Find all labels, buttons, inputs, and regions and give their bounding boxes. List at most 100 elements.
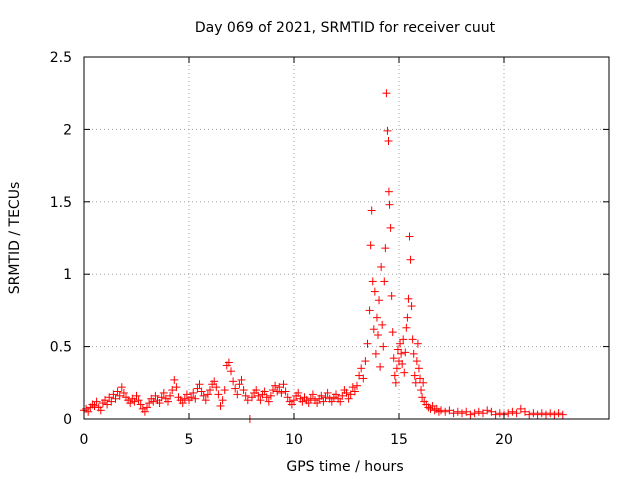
data-point [243, 396, 252, 405]
data-point [390, 371, 399, 380]
data-point [203, 390, 212, 399]
data-point [252, 386, 261, 395]
data-point [143, 403, 151, 412]
y-tick-label: 2 [63, 122, 72, 138]
data-point [187, 393, 196, 402]
data-point [384, 187, 393, 196]
data-point [391, 378, 400, 387]
data-point [474, 407, 483, 416]
y-tick-label: 1 [63, 267, 72, 283]
data-point [512, 409, 521, 418]
data-point [393, 345, 402, 354]
data-point [376, 362, 385, 371]
data-point [537, 409, 546, 418]
data-point [504, 409, 513, 418]
data-point [237, 375, 246, 384]
data-point [235, 380, 244, 389]
data-point [414, 364, 423, 373]
data-point [424, 403, 433, 412]
data-point [224, 358, 233, 367]
data-point [449, 409, 458, 418]
data-point [304, 399, 313, 408]
data-point [191, 394, 200, 403]
data-point [344, 394, 353, 403]
plot-frame [83, 56, 610, 420]
x-axis-label: GPS time / hours [286, 459, 403, 475]
data-point [379, 342, 388, 351]
data-point [180, 394, 189, 403]
data-point [370, 287, 379, 296]
data-point [407, 302, 416, 311]
x-tick-label: 10 [285, 432, 303, 448]
data-point [264, 397, 273, 406]
data-point [151, 391, 160, 400]
data-point [239, 386, 248, 395]
data-point [483, 406, 492, 415]
data-point [214, 390, 223, 399]
data-point [281, 387, 290, 396]
data-point [101, 396, 109, 405]
data-point [273, 387, 282, 396]
data-point [416, 374, 424, 383]
data-point [218, 396, 227, 405]
data-point [159, 388, 168, 397]
data-point [283, 393, 292, 402]
data-point [256, 396, 265, 405]
data-point [380, 277, 389, 286]
data-point [388, 328, 397, 337]
data-point [368, 277, 377, 286]
data-point [403, 313, 412, 322]
data-point [387, 291, 396, 300]
data-point [419, 378, 428, 387]
data-point [107, 397, 116, 406]
data-point [269, 386, 277, 395]
data-point [495, 409, 504, 418]
data-point [290, 396, 298, 405]
data-point [374, 331, 382, 340]
data-point [401, 348, 410, 357]
data-point [157, 393, 166, 402]
data-point [140, 407, 149, 416]
data-point [365, 306, 374, 315]
data-point [90, 401, 99, 410]
data-point [109, 390, 118, 399]
data-point [542, 410, 550, 419]
data-point [182, 390, 191, 399]
data-point [298, 397, 307, 406]
data-point [126, 399, 135, 408]
data-point [411, 378, 420, 387]
y-tick-label: 0.5 [50, 340, 72, 356]
data-point [271, 381, 280, 390]
data-point [170, 375, 179, 384]
data-point [327, 397, 336, 406]
data-point [197, 387, 206, 396]
data-point [233, 390, 242, 399]
data-point [216, 401, 225, 410]
data-point [336, 397, 345, 406]
data-point [413, 339, 422, 348]
data-point [105, 393, 114, 402]
data-point [378, 320, 387, 329]
data-point [405, 232, 414, 241]
data-point [491, 410, 500, 419]
data-point [355, 371, 364, 380]
data-point [521, 407, 529, 416]
data-point [193, 384, 202, 393]
y-axis-label: SRMTID / TECUs [7, 182, 23, 295]
data-point [412, 357, 421, 366]
data-point [377, 262, 386, 271]
data-point [381, 244, 390, 253]
data-point [400, 368, 409, 377]
data-point [117, 383, 126, 392]
y-tick-labels: 0 0.5 1 1.5 2 2.5 [50, 50, 72, 428]
data-point [369, 325, 378, 334]
data-point [409, 349, 418, 358]
data-point [371, 349, 380, 358]
axis-ticks [83, 56, 609, 420]
data-point [262, 393, 271, 402]
data-point [342, 388, 351, 397]
data-point [392, 364, 401, 373]
data-point [220, 386, 229, 395]
data-point [375, 296, 384, 305]
